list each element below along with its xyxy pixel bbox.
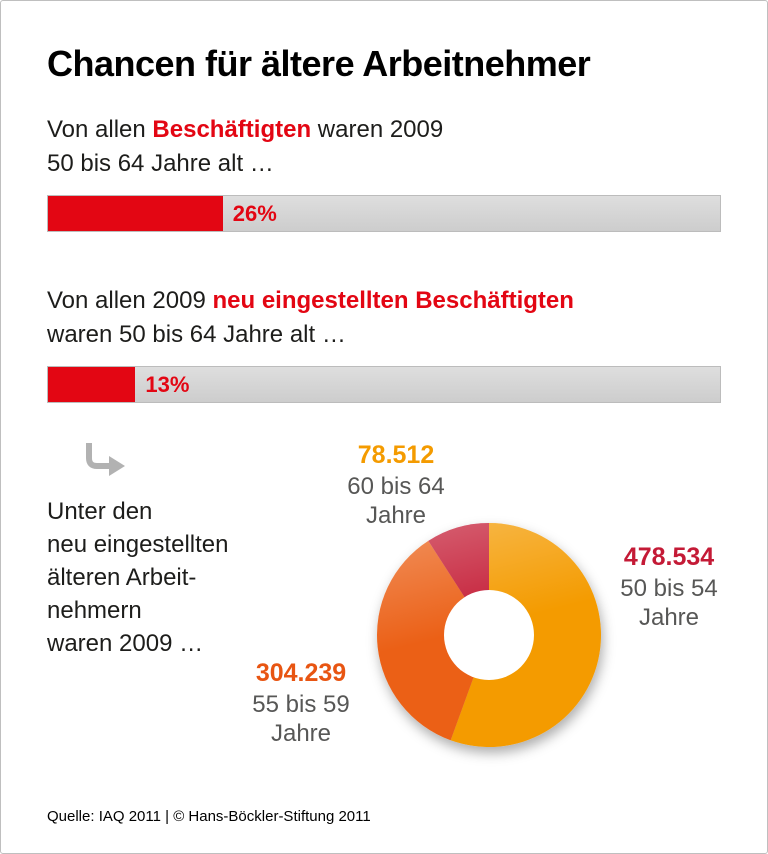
- corner-arrow-icon: [86, 443, 125, 476]
- statement-highlight: Beschäftigten: [152, 116, 312, 143]
- donut-range-unit: Jahre: [365, 502, 427, 529]
- bar-fill-employed: [48, 196, 223, 231]
- lead-line: Unter den: [47, 498, 153, 525]
- lead-line: nehmern: [47, 597, 142, 624]
- statement-employed: Von allen Beschäftigten waren 2009 50 bi…: [47, 113, 721, 181]
- statement-text: Von allen: [47, 116, 153, 143]
- donut-range-60-64: 60 bis 64: [347, 473, 445, 500]
- bar-fill-new-hires: [48, 367, 136, 402]
- donut-label-60-64: 78.512 60 bis 64 Jahre: [316, 441, 476, 530]
- lead-line: neu eingestellten: [47, 531, 229, 558]
- bar-chart-new-hires: 13%: [47, 366, 721, 403]
- donut-label-55-59: 304.239 55 bis 59 Jahre: [221, 659, 381, 748]
- donut-value-60-64: 78.512: [357, 441, 435, 469]
- donut-section: Unter den neu eingestellten älteren Arbe…: [47, 437, 721, 775]
- donut-chart: [376, 523, 602, 747]
- lead-line: waren 2009 …: [47, 630, 204, 657]
- donut-range-50-54: 50 bis 54: [620, 575, 718, 602]
- bar-value-label-employed: 26%: [232, 200, 277, 226]
- bar-chart-employed: 26%: [47, 195, 721, 232]
- donut-range-unit: Jahre: [638, 604, 700, 631]
- statement-text: Von allen 2009: [47, 287, 213, 314]
- statement-text-line2: 50 bis 64 Jahre alt …: [47, 150, 274, 177]
- page-title: Chancen für ältere Arbeitnehmer: [47, 43, 591, 84]
- lead-line: älteren Arbeit-: [47, 564, 197, 591]
- bar-value-label-new-hires: 13%: [145, 371, 190, 397]
- source-note: Quelle: IAQ 2011 | © Hans-Böckler-Stiftu…: [47, 808, 371, 825]
- donut-hole: [444, 590, 534, 680]
- statement-highlight: neu eingestellten Beschäftigten: [212, 287, 574, 314]
- donut-label-50-54: 478.534 50 bis 54 Jahre: [594, 543, 744, 632]
- statement-text: waren 2009: [311, 116, 444, 143]
- donut-intro-text: Unter den neu eingestellten älteren Arbe…: [47, 495, 228, 660]
- donut-range-unit: Jahre: [270, 720, 332, 747]
- donut-value-50-54: 478.534: [623, 543, 715, 571]
- statement-new-hires: Von allen 2009 neu eingestellten Beschäf…: [47, 284, 721, 352]
- statement-text-line2: waren 50 bis 64 Jahre alt …: [47, 321, 346, 348]
- donut-range-55-59: 55 bis 59: [252, 691, 350, 718]
- donut-value-55-59: 304.239: [255, 659, 347, 687]
